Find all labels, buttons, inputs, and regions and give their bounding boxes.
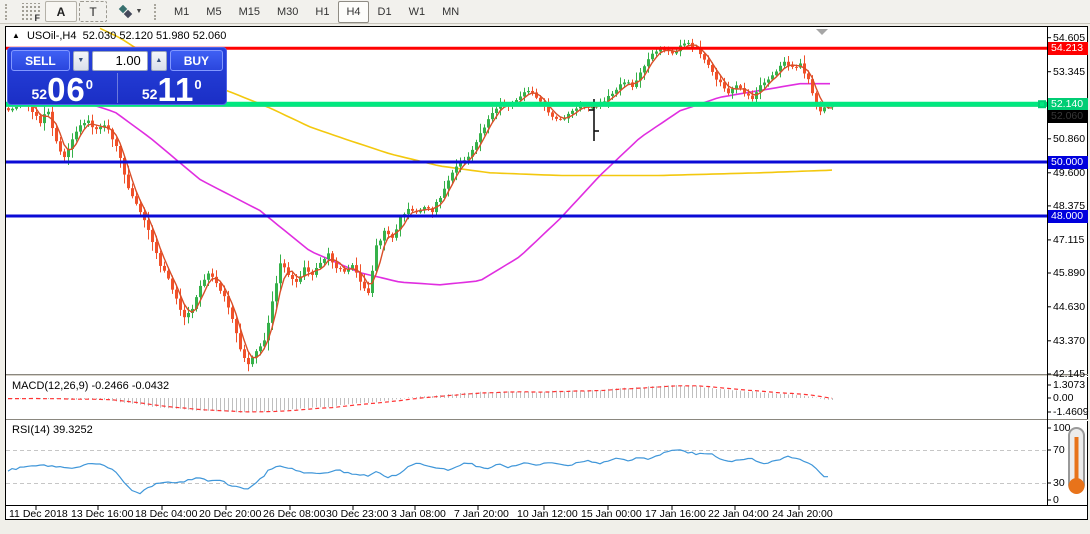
time-label: 13 Dec 16:00 <box>71 508 134 520</box>
time-label: 15 Jan 00:00 <box>581 508 642 520</box>
rsi-tick: 100 <box>1053 422 1071 434</box>
time-label: 22 Jan 04:00 <box>708 508 769 520</box>
timeframe-button-d1[interactable]: D1 <box>377 5 392 18</box>
price-tick: 53.345 <box>1053 65 1086 78</box>
timeframe-button-h1[interactable]: H1 <box>315 5 330 18</box>
price-tick: 54.605 <box>1053 31 1086 44</box>
volume-decrease-button[interactable]: ▼ <box>72 50 89 71</box>
timeframe-button-w1[interactable]: W1 <box>408 5 426 18</box>
price-tick: 50.860 <box>1053 132 1086 145</box>
price-badge: 50.000 <box>1048 155 1088 169</box>
trade-prices-row: 52060 52110 <box>8 71 226 108</box>
timeframe-button-m5[interactable]: M5 <box>206 5 222 18</box>
timeframe-button-mn[interactable]: MN <box>442 5 460 18</box>
buy-button[interactable]: BUY <box>169 50 223 71</box>
time-label: 18 Dec 04:00 <box>135 508 198 520</box>
time-label: 7 Jan 20:00 <box>454 508 509 520</box>
price-badge: 48.000 <box>1048 209 1088 223</box>
ohlc-readout: 52.030 52.120 51.980 52.060 <box>82 30 227 42</box>
trade-controls-row: SELL ▼ ▲ BUY <box>8 48 226 73</box>
price-badge: 52.060 <box>1048 109 1088 123</box>
text-tool-button[interactable]: T <box>79 1 107 22</box>
price-tick: 48.375 <box>1053 199 1086 212</box>
rsi-tick: 70 <box>1053 444 1065 456</box>
rsi-tick: 30 <box>1053 477 1065 489</box>
volume-increase-button[interactable]: ▲ <box>150 50 167 71</box>
diamonds-icon <box>118 4 132 18</box>
macd-tick: 0.00 <box>1053 392 1074 404</box>
time-label: 3 Jan 08:00 <box>391 508 446 520</box>
chart-title: ▲ USOil-,H4 52.030 52.120 51.980 52.060 <box>12 30 226 42</box>
rsi-tick: 0 <box>1053 494 1059 506</box>
symbol-period-label: USOil-,H4 <box>26 30 77 42</box>
time-label: 17 Jan 16:00 <box>645 508 706 520</box>
price-badge: 54.213 <box>1048 41 1088 55</box>
toolbar: F A T ▼ M1 M5 M15 M30 H1 H4 D1 W1 MN <box>0 0 1090 24</box>
price-tick: 45.890 <box>1053 267 1086 279</box>
price-tick: 43.370 <box>1053 334 1086 347</box>
time-label: 11 Dec 2018 <box>9 508 68 520</box>
time-label: 24 Jan 20:00 <box>772 508 833 520</box>
cursor-arrow-button[interactable]: A <box>45 1 77 22</box>
price-tick: 49.600 <box>1053 166 1086 179</box>
toolbar-drag-handle[interactable] <box>5 3 12 20</box>
volume-input[interactable] <box>91 50 148 71</box>
collapse-arrow-icon[interactable]: ▲ <box>12 31 20 40</box>
indicator-template-icon[interactable]: F <box>17 1 43 23</box>
chevron-down-icon: ▼ <box>135 8 143 15</box>
one-click-trading-panel: SELL ▼ ▲ BUY 52060 52110 <box>7 47 227 108</box>
macd-tick: 1.3073 <box>1053 379 1086 391</box>
price-tick: 44.630 <box>1053 300 1086 313</box>
timeframe-button-m15[interactable]: M15 <box>238 5 260 18</box>
macd-label: MACD(12,26,9) -0.2466 -0.0432 <box>12 380 170 392</box>
rsi-label: RSI(14) 39.3252 <box>12 424 93 436</box>
time-label: 26 Dec 08:00 <box>263 508 326 520</box>
toolbar-group-handle[interactable] <box>154 3 161 20</box>
macd-tick: -1.4609 <box>1053 406 1089 418</box>
time-label: 20 Dec 20:00 <box>199 508 262 520</box>
timeframe-button-h4[interactable]: H4 <box>338 0 369 23</box>
spin-down-icon: ▼ <box>77 57 85 64</box>
timeframe-button-m1[interactable]: M1 <box>174 5 190 18</box>
price-tick: 47.115 <box>1053 233 1085 246</box>
buy-price-display[interactable]: 52110 <box>141 71 202 108</box>
fractals-grid-icon: F <box>20 2 40 23</box>
sell-button[interactable]: SELL <box>11 50 70 71</box>
spin-up-icon: ▲ <box>155 57 163 64</box>
objects-tool-button[interactable]: ▼ <box>109 1 149 22</box>
time-label: 30 Dec 23:00 <box>326 508 389 520</box>
time-label: 10 Jan 12:00 <box>517 508 578 520</box>
timeframe-button-m30[interactable]: M30 <box>276 5 299 18</box>
sell-price-display[interactable]: 52060 <box>31 71 94 108</box>
price-badge: 52.140 <box>1048 97 1088 111</box>
